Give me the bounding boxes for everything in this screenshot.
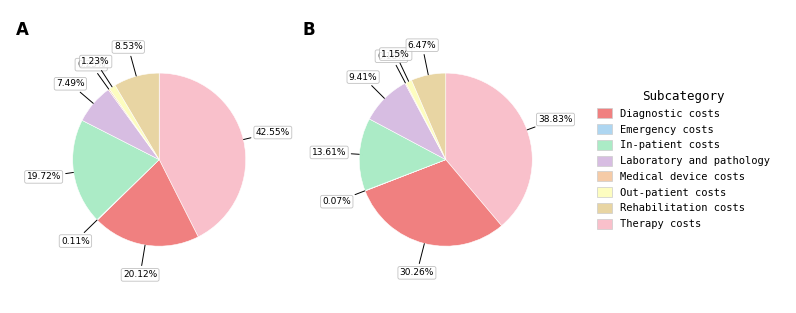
Wedge shape xyxy=(97,160,159,220)
Text: 19.72%: 19.72% xyxy=(26,172,73,182)
Wedge shape xyxy=(108,89,159,160)
Wedge shape xyxy=(359,119,446,191)
Wedge shape xyxy=(365,160,446,191)
Text: 1.23%: 1.23% xyxy=(81,57,112,87)
Wedge shape xyxy=(72,120,159,220)
Text: 0.25%: 0.25% xyxy=(77,60,109,89)
Text: 6.47%: 6.47% xyxy=(408,41,436,75)
Wedge shape xyxy=(406,80,446,160)
Wedge shape xyxy=(369,83,446,160)
Text: B: B xyxy=(303,21,315,39)
Text: 0.07%: 0.07% xyxy=(322,191,365,206)
Text: 38.83%: 38.83% xyxy=(527,115,573,130)
Wedge shape xyxy=(82,90,159,160)
Wedge shape xyxy=(159,73,246,237)
Wedge shape xyxy=(405,83,446,160)
Text: 8.53%: 8.53% xyxy=(114,43,142,76)
Wedge shape xyxy=(412,73,446,160)
Text: 9.41%: 9.41% xyxy=(349,73,384,98)
Text: 7.49%: 7.49% xyxy=(56,79,93,103)
Wedge shape xyxy=(115,73,159,160)
Wedge shape xyxy=(97,160,198,246)
Wedge shape xyxy=(109,85,159,160)
Text: 30.26%: 30.26% xyxy=(400,244,434,277)
Legend: Diagnostic costs, Emergency costs, In-patient costs, Laboratory and pathology, M: Diagnostic costs, Emergency costs, In-pa… xyxy=(595,87,774,232)
Wedge shape xyxy=(446,73,533,226)
Text: 13.61%: 13.61% xyxy=(312,148,359,157)
Text: 1.15%: 1.15% xyxy=(381,49,410,81)
Text: 0.18%: 0.18% xyxy=(377,52,406,83)
Wedge shape xyxy=(365,160,501,246)
Text: A: A xyxy=(17,21,29,39)
Text: 0.11%: 0.11% xyxy=(61,220,97,246)
Text: 42.55%: 42.55% xyxy=(244,128,290,140)
Text: 20.12%: 20.12% xyxy=(123,245,158,280)
